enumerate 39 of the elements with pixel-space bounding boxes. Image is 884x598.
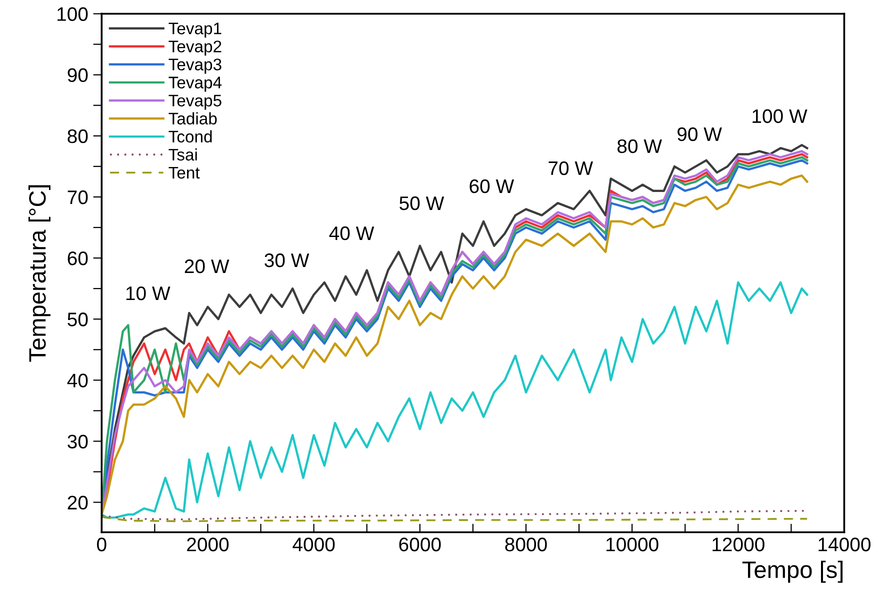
y-tick-label: 90 <box>68 68 88 82</box>
legend-label: Tevap5 <box>168 94 222 110</box>
x-tick-label: 12000 <box>712 538 764 552</box>
y-tick-label: 50 <box>68 312 88 326</box>
annotation: 50 W <box>400 196 444 210</box>
x-tick-label: 2000 <box>187 538 229 552</box>
legend-label: Tadiab <box>168 112 217 125</box>
y-tick-label: 20 <box>68 496 88 510</box>
legend-label: Tcond <box>168 130 212 143</box>
annotation: 30 W <box>264 253 310 268</box>
y-tick-label: 40 <box>67 374 88 388</box>
x-tick-label: 14000 <box>818 538 870 552</box>
y-tick-label: 60 <box>68 251 88 266</box>
x-tick-label: 6000 <box>399 538 441 552</box>
annotation: 40 W <box>329 226 374 240</box>
annotation: 90 W <box>678 127 722 142</box>
legend-label: Tevap3 <box>168 58 222 74</box>
x-tick-label: 8000 <box>505 538 547 552</box>
x-tick-label: 0 <box>97 538 106 552</box>
legend-label: Tevap1 <box>168 22 222 38</box>
x-axis-title: Tempo [s] <box>742 560 843 583</box>
legend-label: Tent <box>168 166 200 179</box>
annotation: 80 W <box>617 139 662 154</box>
y-tick-label: 80 <box>68 129 88 144</box>
x-tick-label: 10000 <box>606 538 658 552</box>
y-tick-label: 70 <box>68 190 88 204</box>
x-tick-label: 4000 <box>292 538 335 552</box>
line-series <box>102 281 808 519</box>
legend-label: Tevap2 <box>168 40 222 56</box>
annotation: 70 W <box>548 161 594 176</box>
y-tick-label: 100 <box>58 7 88 21</box>
annotation: 10 W <box>126 286 170 300</box>
y-axis-title: Temperatura [°C] <box>28 185 50 362</box>
y-tick-label: 30 <box>68 434 88 448</box>
annotation: 20 W <box>184 259 230 274</box>
legend-label: Tsai <box>168 148 197 161</box>
legend-label: Tevap4 <box>168 76 222 92</box>
annotation: 100 W <box>752 109 808 124</box>
annotation: 60 W <box>470 179 514 194</box>
